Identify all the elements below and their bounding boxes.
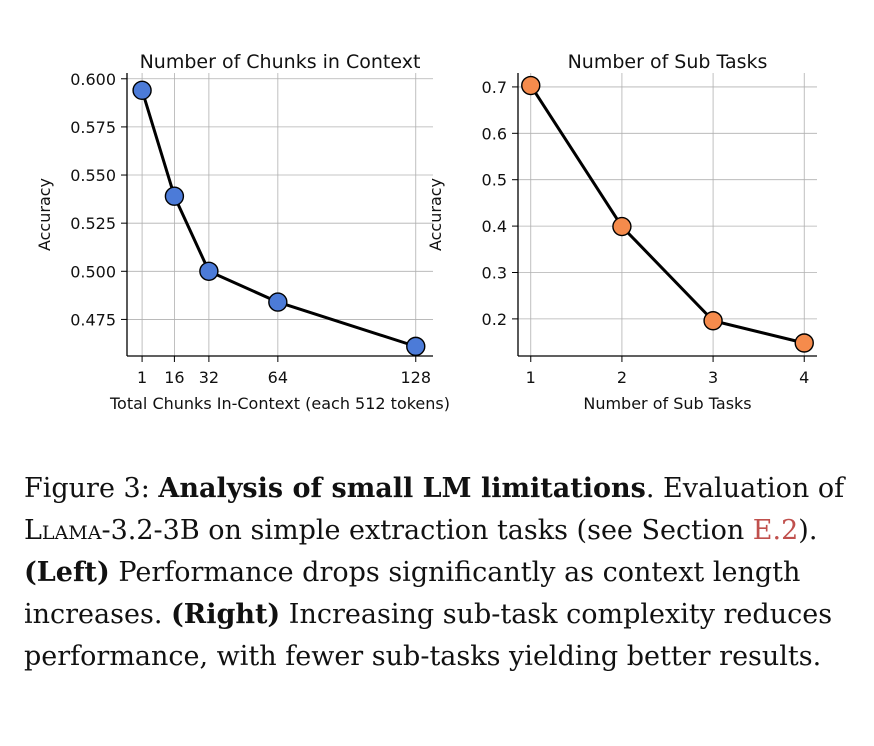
- caption-section-link[interactable]: E.2: [752, 515, 799, 546]
- left-y-tick-label: 0.600: [70, 70, 116, 89]
- left-x-tick-label: 1: [137, 368, 147, 387]
- right-data-point: [703, 311, 723, 331]
- right-series-line: [529, 84, 805, 345]
- left-data-point: [268, 292, 288, 312]
- left-x-tick-label: 64: [268, 368, 288, 387]
- caption-text: Performance drops significantly as conte…: [24, 557, 801, 630]
- left-data-point: [132, 80, 152, 101]
- left-data-point: [406, 336, 426, 357]
- caption-text: . Evaluation of: [645, 473, 845, 504]
- right-y-tick-label: 0.4: [482, 217, 507, 236]
- caption-right-label: (Right): [170, 599, 281, 630]
- right-x-tick-label: 2: [617, 368, 627, 387]
- left-x-tick-label: 128: [400, 368, 431, 387]
- left-x-axis-label: Total Chunks In-Context (each 512 tokens…: [109, 394, 450, 413]
- figure-caption: Figure 3: Analysis of small LM limitatio…: [24, 468, 850, 678]
- caption-text: on simple extraction tasks (see Section: [199, 515, 753, 546]
- right-y-tick-label: 0.3: [482, 263, 507, 282]
- caption-left-label: (Left): [24, 557, 110, 588]
- right-y-tick-label: 0.7: [482, 78, 507, 97]
- right-chart-title: Number of Sub Tasks: [568, 51, 768, 73]
- caption-label: Figure 3:: [24, 473, 150, 504]
- left-y-axis-label: Accuracy: [35, 178, 54, 251]
- left-y-tick-label: 0.525: [70, 214, 116, 233]
- left-chart-title: Number of Chunks in Context: [140, 51, 421, 73]
- right-data-point: [612, 216, 632, 237]
- left-y-tick-label: 0.575: [70, 118, 116, 137]
- caption-bold-title: Analysis of small LM limitations: [158, 473, 646, 504]
- left-data-point: [164, 186, 185, 206]
- left-x-tick-label: 16: [164, 368, 184, 387]
- caption-text: Increasing sub-task complexity reduces p…: [24, 599, 833, 672]
- right-x-tick-label: 1: [526, 368, 536, 387]
- right-y-axis-label: Accuracy: [426, 178, 445, 251]
- right-x-tick-label: 3: [708, 368, 718, 387]
- right-data-point: [794, 333, 814, 353]
- left-y-tick-label: 0.550: [70, 166, 116, 185]
- figure-charts: 1 16 32 64 1280.4750.5000.5250.5500.5750.600…: [35, 51, 817, 413]
- caption-model-name: Llama: [24, 515, 102, 546]
- right-y-tick-label: 0.5: [482, 171, 507, 190]
- right-y-tick-label: 0.2: [482, 310, 507, 329]
- right-y-tick-label: 0.6: [482, 124, 507, 143]
- caption-text: ).: [798, 515, 818, 546]
- left-y-tick-label: 0.475: [70, 310, 116, 329]
- left-data-point: [199, 261, 219, 281]
- right-data-point: [521, 75, 541, 96]
- left-y-tick-label: 0.500: [70, 262, 116, 281]
- left-x-tick-label: 32: [199, 368, 219, 387]
- right-x-axis-label: Number of Sub Tasks: [583, 394, 751, 413]
- right-x-tick-label: 4: [799, 368, 809, 387]
- caption-model-suffix: -3.2-3B: [101, 515, 200, 546]
